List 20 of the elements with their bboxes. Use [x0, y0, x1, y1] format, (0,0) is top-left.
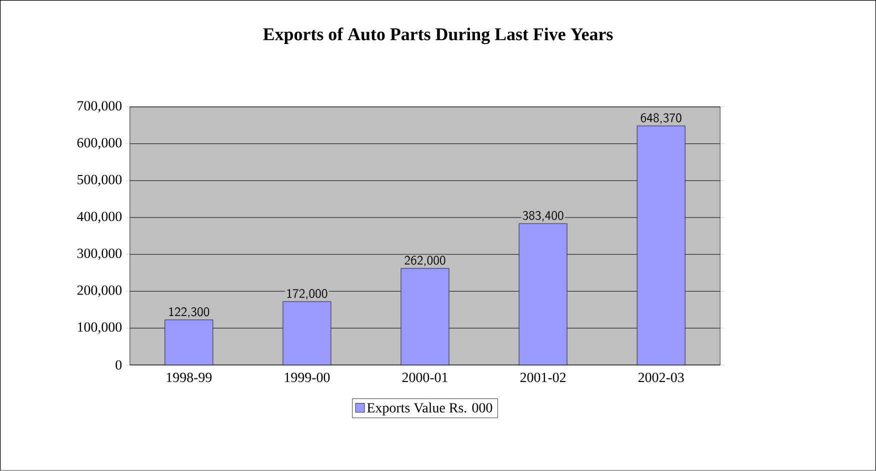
data-label: 648,370: [640, 113, 682, 124]
legend-label: Exports Value Rs. 000: [367, 402, 492, 416]
y-tick-label: 700,000: [78, 101, 122, 113]
data-label: 383,400: [522, 211, 564, 222]
y-tick-label: 600,000: [77, 138, 122, 150]
y-tick-label: 500,000: [78, 174, 122, 186]
y-tick-label: 400,000: [77, 212, 122, 224]
data-label: 262,000: [404, 256, 446, 266]
x-tick-label: 1999-00: [284, 372, 330, 382]
y-tick-label: 300,000: [77, 248, 122, 260]
data-label: 122,300: [169, 307, 210, 318]
data-label: 172,000: [287, 289, 328, 300]
x-tick-label: 1998-99: [166, 372, 212, 382]
x-tick-label: 2002-03: [638, 372, 684, 382]
y-tick-label: 0: [116, 360, 122, 370]
y-tick-label: 100,000: [78, 322, 122, 334]
x-tick-label: 2001-02: [520, 372, 566, 382]
x-tick-label: 2000-01: [402, 372, 448, 382]
chart-title: Exports of Auto Parts During Last Five Years: [263, 28, 613, 44]
y-tick-label: 200,000: [77, 286, 122, 298]
